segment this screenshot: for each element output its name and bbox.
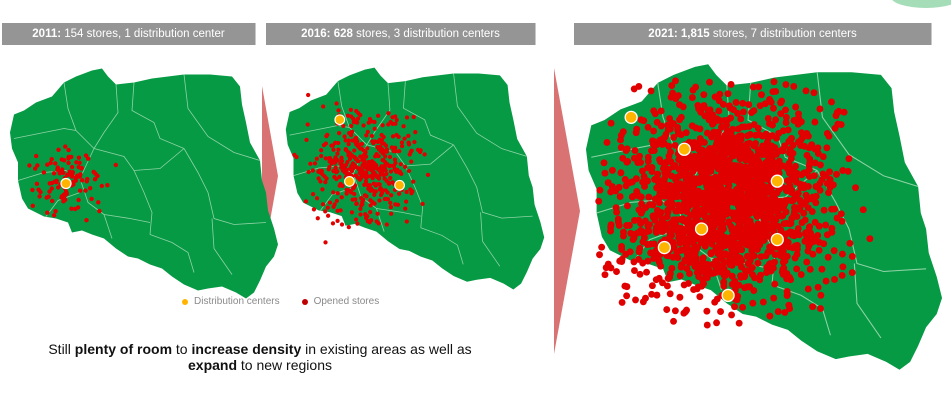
distribution-center-marker [657,240,671,255]
header-2016: 2016: 628 stores, 3 distribution centers [266,23,536,45]
distribution-center-marker [394,179,405,191]
header-2011: 2011: 154 stores, 1 distribution center [2,23,256,45]
header-2021: 2021: 1,815 stores, 7 distribution cente… [574,23,932,45]
distribution-center-marker [770,174,784,188]
header-year: 2021: 1,815 [648,28,710,40]
store-dots [292,92,431,245]
legend-label: Distribution centers [194,296,280,307]
header-text: stores, 3 distribution centers [352,28,500,40]
distribution-center-marker [344,176,355,187]
legend-label: Opened stores [313,296,380,307]
caption-bold: plenty of room [74,341,173,357]
distribution-center-marker [624,110,638,125]
legend-opened-stores: Opened stores [301,296,380,307]
distribution-center-marker [677,142,691,156]
header-year: 2011: [32,28,62,40]
map-2021 [585,63,943,371]
map-legend: Distribution centers Opened stores [182,296,379,307]
header-year: 2016: 628 [301,28,353,40]
caption-part: to [172,341,192,357]
corner-decoration [891,0,951,8]
caption-part: in existing areas as well as [301,341,472,357]
distribution-center-marker [60,177,72,190]
arrow-right-icon [554,68,580,354]
distribution-center-marker [770,232,784,247]
distribution-center-marker [721,288,735,303]
store-dots [27,144,118,223]
caption-part: Still [48,341,75,357]
distribution-center-marker [334,114,346,126]
red-dot-icon [301,298,308,305]
caption-bold: increase density [191,341,302,357]
caption-bold: expand [188,357,238,373]
distribution-center-marker [694,222,709,236]
header-text: 154 stores, 1 distribution center [61,28,225,40]
map-2016 [285,67,545,290]
header-text: stores, 7 distribution centers [709,28,857,40]
yellow-dot-icon [182,298,188,305]
caption-text: Still plenty of room to increase density… [0,341,520,373]
map-2011 [9,68,279,299]
legend-distribution-centers: Distribution centers [182,296,280,307]
caption-part: to new regions [237,357,332,373]
